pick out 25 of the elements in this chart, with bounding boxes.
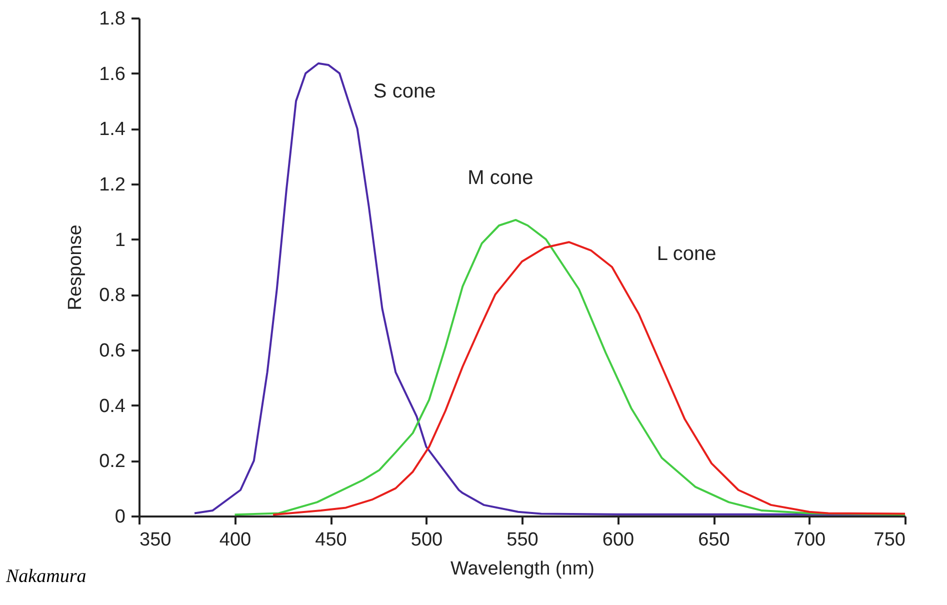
series-label: S cone xyxy=(373,80,436,102)
x-tick-label: 650 xyxy=(698,530,730,550)
y-tick-label: 1.8 xyxy=(99,8,126,30)
y-tick-label: 1.6 xyxy=(99,64,126,85)
y-tick-label: 0.6 xyxy=(99,340,126,362)
y-tick-label: 1.2 xyxy=(99,174,126,196)
x-tick-label: 500 xyxy=(410,530,443,550)
y-tick-label: 1 xyxy=(114,230,126,251)
x-tick-label: 750 xyxy=(874,530,906,550)
x-tick-label: 400 xyxy=(219,530,252,550)
series-label: L cone xyxy=(656,243,716,266)
x-tick-label: 350 xyxy=(140,530,172,550)
x-axis-title: Wavelength (nm) xyxy=(450,558,594,580)
x-tick-label: 450 xyxy=(315,530,347,550)
y-tick-label: 1.4 xyxy=(99,119,126,140)
y-tick-label: 0 xyxy=(114,506,126,528)
x-tick-label: 550 xyxy=(506,530,538,550)
series-label: M cone xyxy=(468,166,534,189)
y-tick-label: 0.2 xyxy=(99,451,126,472)
y-tick-label: 0.4 xyxy=(99,396,126,417)
y-axis-title: Response xyxy=(65,224,86,310)
text: Nakamura xyxy=(5,566,86,587)
x-tick-label: 700 xyxy=(794,530,826,550)
x-tick-label: 600 xyxy=(602,530,634,550)
y-tick-label: 0.8 xyxy=(99,285,126,306)
